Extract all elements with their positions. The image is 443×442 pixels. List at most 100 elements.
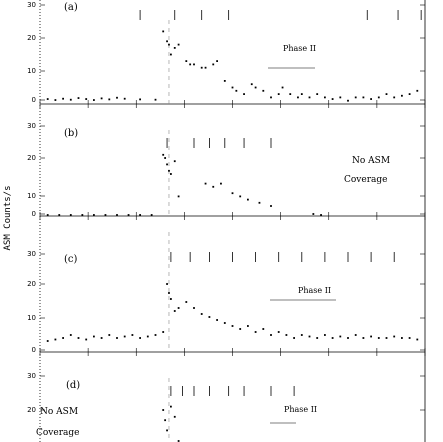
data-point bbox=[362, 96, 365, 99]
data-point bbox=[331, 98, 334, 100]
data-point bbox=[168, 292, 170, 294]
data-point bbox=[223, 322, 226, 324]
data-point bbox=[162, 409, 165, 411]
y-axis-label: ASM Counts/s bbox=[3, 185, 13, 250]
data-point bbox=[162, 30, 165, 33]
data-point bbox=[385, 93, 388, 95]
data-point bbox=[308, 335, 311, 338]
data-point bbox=[100, 97, 103, 100]
data-point bbox=[54, 99, 57, 101]
data-point bbox=[204, 66, 207, 69]
data-point bbox=[166, 163, 168, 166]
data-point bbox=[212, 63, 215, 66]
data-point bbox=[154, 334, 157, 336]
data-point bbox=[316, 337, 319, 339]
data-point bbox=[131, 334, 134, 336]
y-tick-label: 20 bbox=[27, 34, 36, 42]
data-point bbox=[150, 214, 153, 216]
data-point bbox=[324, 96, 326, 99]
data-point bbox=[347, 337, 349, 339]
data-point bbox=[62, 97, 64, 100]
data-point bbox=[239, 328, 242, 330]
data-point bbox=[270, 96, 272, 99]
data-point bbox=[139, 337, 141, 339]
panel-label: (c) bbox=[64, 254, 78, 265]
data-point bbox=[168, 43, 170, 46]
data-point bbox=[408, 337, 411, 339]
data-point bbox=[77, 97, 80, 99]
data-point bbox=[46, 214, 49, 216]
data-point bbox=[377, 337, 380, 339]
annotation: No ASM bbox=[352, 156, 390, 166]
data-point bbox=[193, 63, 195, 66]
data-point bbox=[408, 93, 411, 95]
data-point bbox=[46, 98, 49, 100]
data-point bbox=[231, 325, 234, 327]
data-point bbox=[116, 96, 118, 99]
y-tick-label: 10 bbox=[27, 314, 36, 322]
y-tick-label: 10 bbox=[27, 192, 36, 200]
data-point bbox=[362, 337, 365, 339]
data-point bbox=[312, 213, 315, 215]
data-point bbox=[193, 307, 195, 309]
data-point bbox=[285, 334, 288, 336]
data-point bbox=[385, 337, 388, 339]
y-tick-label: 20 bbox=[27, 406, 36, 414]
y-tick-label: 10 bbox=[27, 67, 36, 75]
data-point bbox=[243, 93, 245, 95]
data-point bbox=[262, 328, 265, 330]
data-point bbox=[339, 335, 342, 338]
data-point bbox=[139, 98, 141, 101]
data-point bbox=[393, 96, 396, 99]
data-point bbox=[116, 214, 118, 216]
data-point bbox=[139, 214, 141, 216]
data-point bbox=[54, 338, 57, 341]
data-point bbox=[177, 195, 180, 198]
data-point bbox=[250, 83, 253, 86]
data-point bbox=[166, 40, 168, 43]
data-point bbox=[339, 96, 342, 99]
data-point bbox=[370, 335, 372, 338]
panel-1: 0 10 20 30 (a) Phase II bbox=[27, 1, 426, 108]
data-point bbox=[239, 195, 242, 198]
data-point bbox=[164, 419, 167, 422]
data-point bbox=[354, 96, 357, 99]
data-point bbox=[58, 214, 61, 216]
data-point bbox=[300, 93, 303, 95]
data-point bbox=[216, 319, 218, 321]
data-point bbox=[281, 86, 284, 89]
data-point bbox=[185, 60, 188, 62]
panel-label: (a) bbox=[64, 2, 78, 13]
data-point bbox=[416, 338, 419, 341]
data-point bbox=[146, 335, 149, 338]
data-point bbox=[277, 93, 280, 95]
data-point bbox=[262, 89, 265, 92]
data-point bbox=[212, 185, 215, 188]
data-point bbox=[354, 334, 357, 336]
data-point bbox=[258, 201, 261, 204]
panel-label: (b) bbox=[64, 128, 78, 139]
data-point bbox=[308, 96, 311, 99]
data-point bbox=[69, 214, 72, 216]
data-point bbox=[108, 334, 111, 336]
y-tick-label: 20 bbox=[27, 154, 36, 162]
data-point bbox=[177, 43, 180, 46]
data-point bbox=[370, 98, 372, 100]
data-point bbox=[173, 160, 176, 163]
data-point bbox=[416, 89, 419, 92]
data-point bbox=[204, 182, 207, 185]
y-tick-label: 30 bbox=[27, 122, 36, 130]
y-tick-label: 30 bbox=[27, 250, 36, 258]
data-point bbox=[168, 169, 170, 172]
y-tick-label: 20 bbox=[27, 280, 36, 288]
panel-3: 0 10 20 30 (c) Phase II bbox=[27, 232, 426, 356]
data-point bbox=[270, 205, 272, 207]
data-point bbox=[223, 80, 226, 82]
data-point bbox=[170, 53, 172, 56]
data-point bbox=[85, 338, 88, 341]
annotation: Coverage bbox=[344, 175, 387, 185]
data-point bbox=[46, 340, 49, 342]
data-point bbox=[170, 298, 172, 300]
data-point bbox=[393, 335, 396, 338]
